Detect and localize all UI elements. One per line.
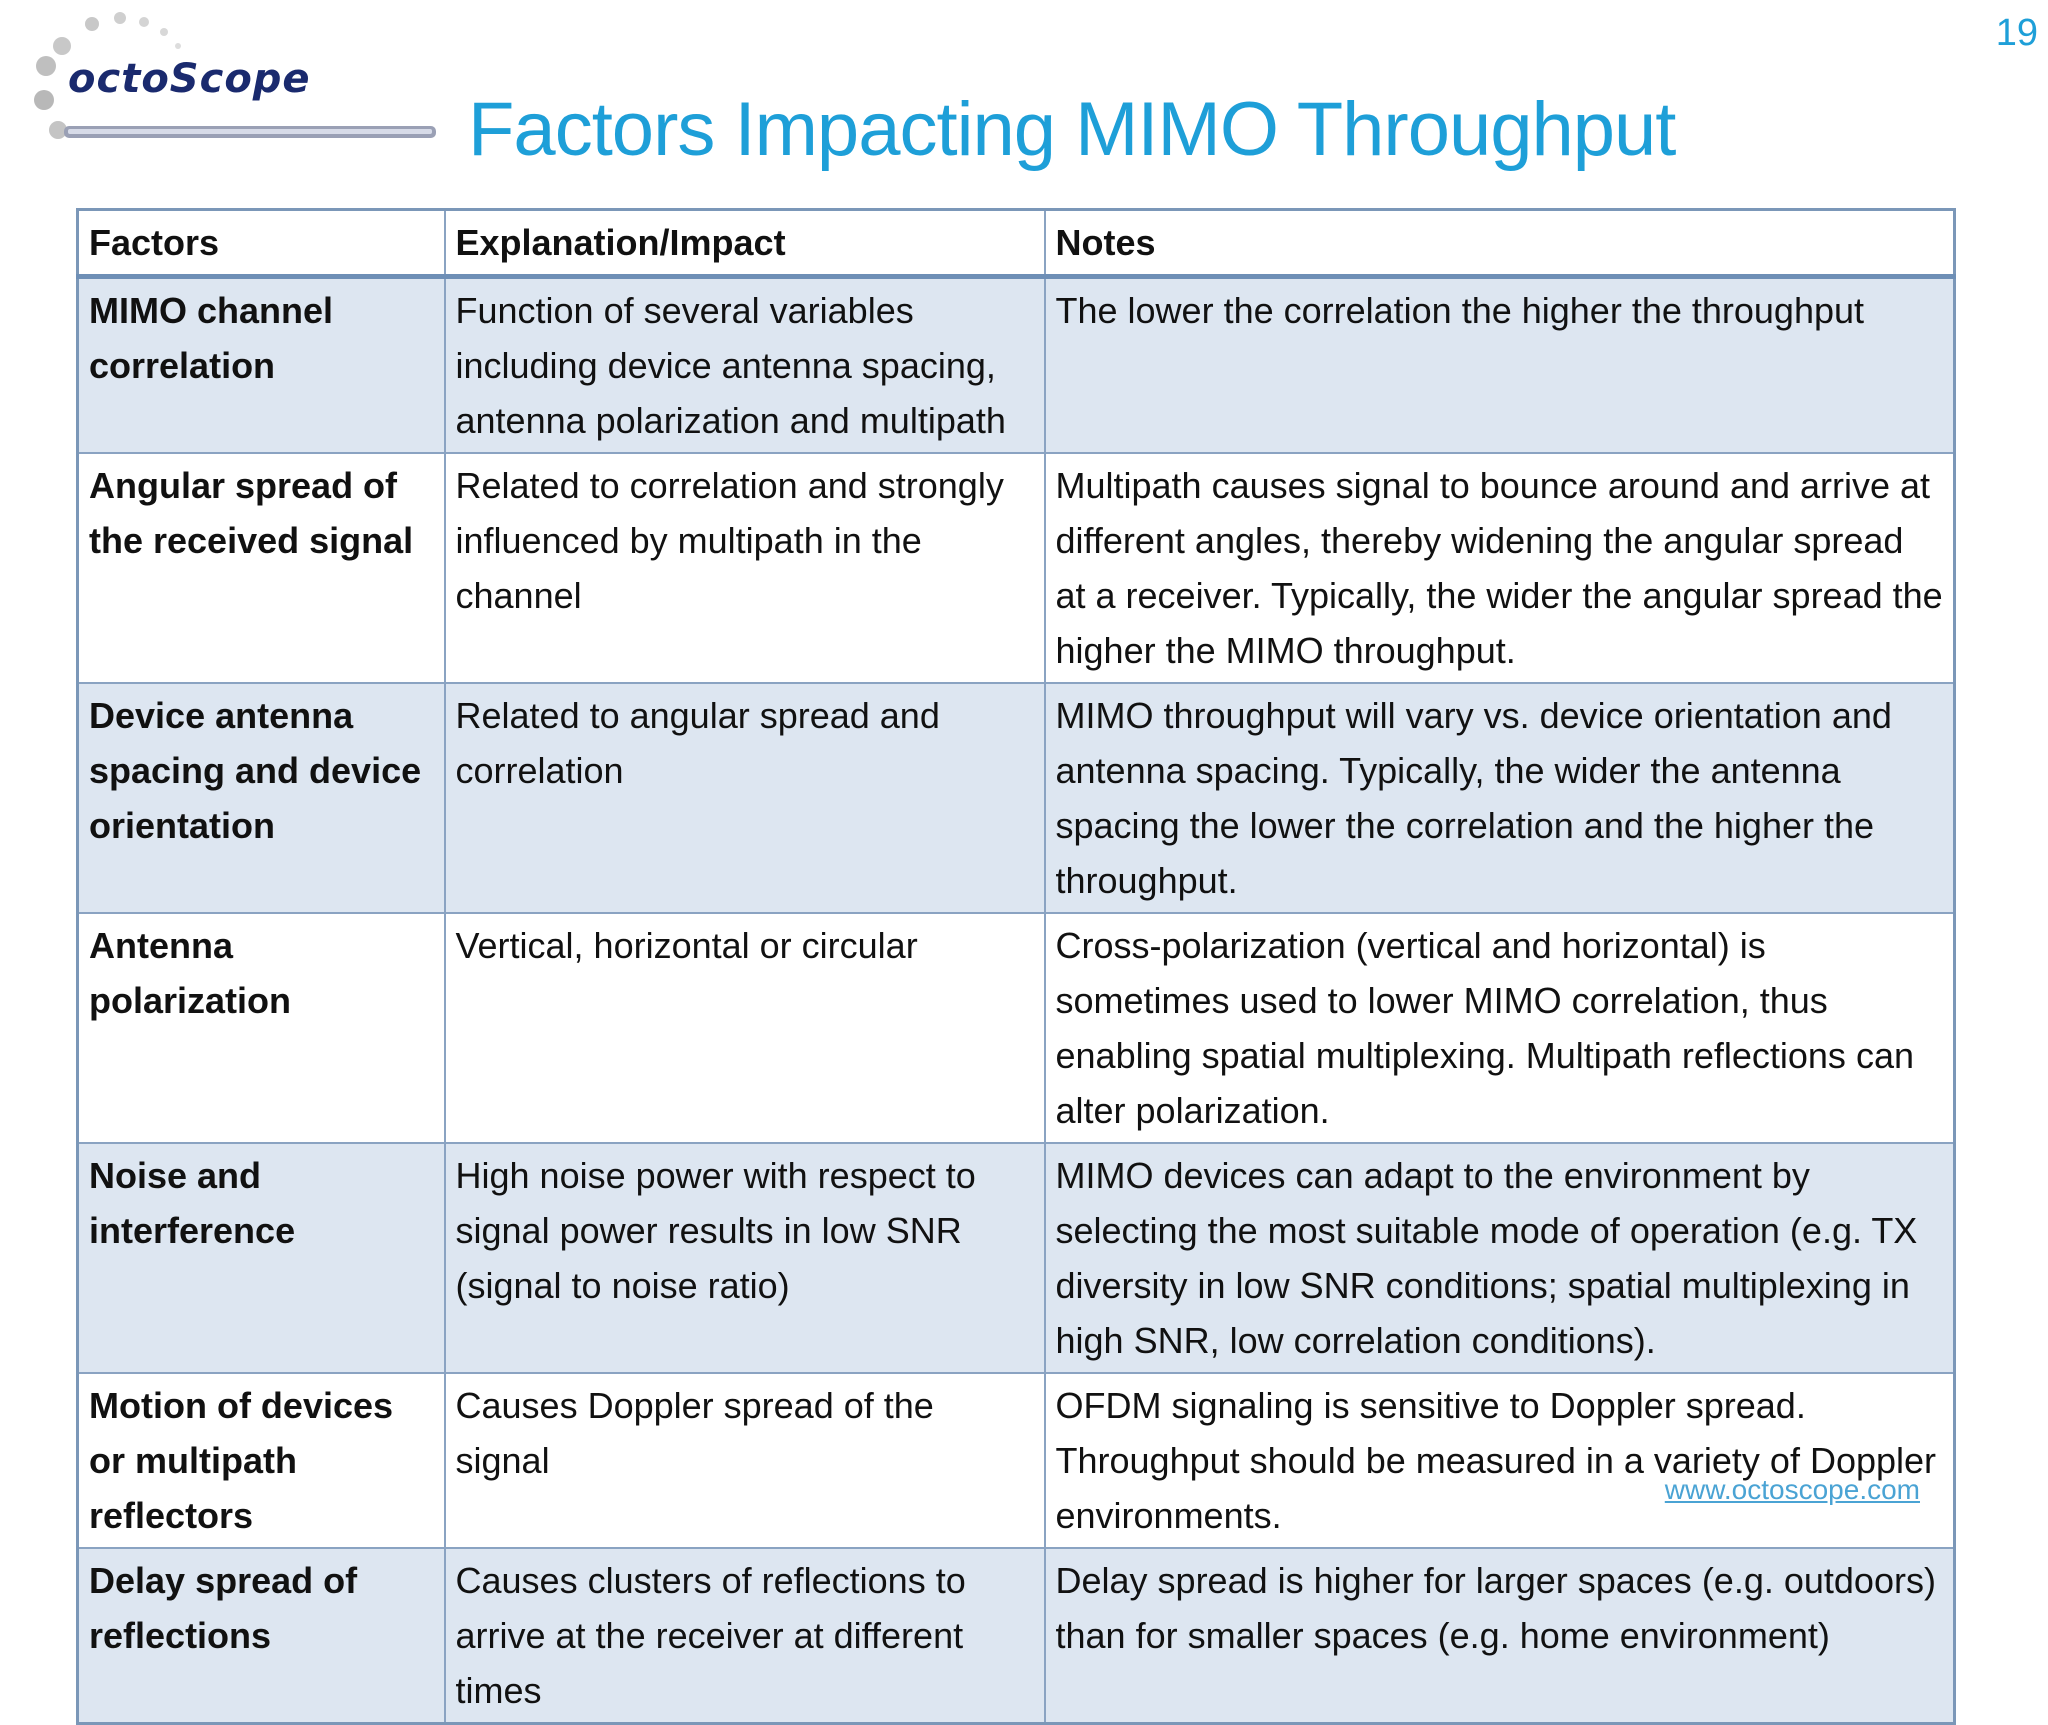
notes-cell: Multipath causes signal to bounce around… [1043,452,1956,684]
table-row: Antenna polarization Vertical, horizonta… [76,912,1956,1144]
header-factors: Factors [76,208,446,279]
octoscope-logo: octoScope [28,8,448,148]
notes-cell: Cross-polarization (vertical and horizon… [1043,912,1956,1144]
explanation-cell: Vertical, horizontal or circular [443,912,1046,1144]
website-link[interactable]: www.octoscope.com [1664,1474,1920,1505]
explanation-cell: Related to angular spread and correlatio… [443,682,1046,914]
table-row: Motion of devices or multipath reflector… [76,1372,1956,1549]
factor-cell: Antenna polarization [76,912,446,1144]
table-row: MIMO channel correlation Function of sev… [76,275,1956,454]
notes-cell: Delay spread is higher for larger spaces… [1043,1547,1956,1725]
table-row: Device antenna spacing and device orient… [76,682,1956,914]
factor-cell: Noise and interference [76,1142,446,1374]
table-row: Delay spread of reflections Causes clust… [76,1547,1956,1725]
logo-text: octoScope [68,56,311,102]
notes-cell: MIMO throughput will vary vs. device ori… [1043,682,1956,914]
explanation-cell: Function of several variables including … [443,275,1046,454]
table-row: Noise and interference High noise power … [76,1142,1956,1374]
table-header-row: Factors Explanation/Impact Notes [76,208,1956,279]
factor-cell: Device antenna spacing and device orient… [76,682,446,914]
header-notes: Notes [1043,208,1956,279]
logo-dots-icon [34,12,436,139]
factor-cell: MIMO channel correlation [76,275,446,454]
table-row: Angular spread of the received signal Re… [76,452,1956,684]
factors-table: Factors Explanation/Impact Notes MIMO ch… [76,208,1956,1725]
factor-cell: Angular spread of the received signal [76,452,446,684]
header-explanation: Explanation/Impact [443,208,1046,279]
explanation-cell: High noise power with respect to signal … [443,1142,1046,1374]
page-number: 19 [1995,12,2038,54]
notes-cell: The lower the correlation the higher the… [1043,275,1956,454]
explanation-cell: Causes clusters of reflections to arrive… [443,1547,1046,1725]
notes-cell: MIMO devices can adapt to the environmen… [1043,1142,1956,1374]
factor-cell: Delay spread of reflections [76,1547,446,1725]
explanation-cell: Causes Doppler spread of the signal [443,1372,1046,1549]
factors-table-container: Factors Explanation/Impact Notes MIMO ch… [76,208,1956,1725]
factor-cell: Motion of devices or multipath reflector… [76,1372,446,1549]
page-title: Factors Impacting MIMO Throughput [468,87,1676,172]
notes-cell: OFDM signaling is sensitive to Doppler s… [1043,1372,1956,1549]
explanation-cell: Related to correlation and strongly infl… [443,452,1046,684]
